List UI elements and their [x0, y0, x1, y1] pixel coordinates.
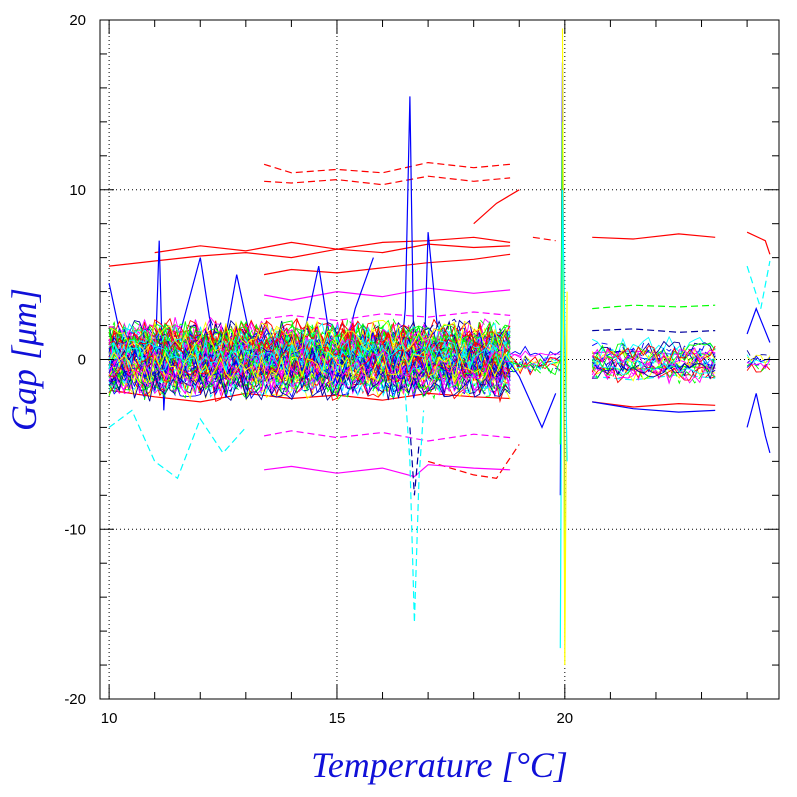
series-line	[263, 430, 511, 442]
series-line	[263, 253, 511, 276]
trace-line	[746, 361, 771, 373]
trace-line	[108, 364, 511, 398]
trace-line	[510, 350, 561, 359]
trace-line	[591, 345, 716, 364]
trace-line	[509, 355, 561, 368]
series-line	[473, 189, 520, 225]
trace-line	[108, 349, 511, 382]
series-line	[746, 260, 771, 309]
series-line	[264, 311, 511, 322]
x-axis-title: Temperature [°C]	[311, 745, 568, 785]
series-line	[592, 233, 716, 240]
x-tick-label: 10	[101, 710, 118, 727]
series-line	[496, 342, 557, 429]
trace-line	[509, 353, 561, 370]
y-tick-label: 0	[78, 352, 86, 369]
trace-line	[108, 319, 511, 353]
trace-line	[108, 338, 511, 372]
series-line	[592, 304, 716, 310]
series-line	[592, 401, 716, 408]
trace-line	[108, 362, 511, 398]
series-line	[409, 427, 420, 496]
series-group	[108, 28, 771, 666]
series-line	[154, 236, 511, 254]
trace-line	[108, 367, 511, 402]
trace-line	[509, 345, 561, 363]
y-tick-label: -10	[64, 521, 86, 538]
x-tick-label: 20	[556, 710, 573, 727]
series-line	[532, 236, 556, 242]
trace-line	[509, 358, 561, 376]
y-tick-label: -20	[64, 691, 86, 708]
trace-line	[591, 353, 716, 373]
trace-line	[591, 342, 716, 363]
series-line	[264, 464, 511, 478]
series-line	[746, 231, 771, 255]
trace-line	[510, 361, 561, 376]
trace-line	[509, 355, 561, 372]
series-line	[108, 409, 247, 480]
trace-line	[108, 343, 511, 379]
series-line	[592, 328, 716, 333]
trace-line	[591, 352, 716, 372]
series-line	[264, 175, 511, 186]
tick-labels: 10 15 20 -20 -10 0 10 20	[64, 12, 573, 727]
series-line	[263, 161, 511, 174]
trace-line	[591, 346, 716, 367]
trace-line	[746, 363, 771, 373]
trace-line	[509, 360, 561, 375]
trace-line	[108, 346, 511, 381]
series-line	[559, 189, 568, 649]
series-line	[427, 444, 520, 479]
series-line	[592, 374, 716, 381]
series-line	[109, 389, 511, 403]
trace-line	[108, 347, 511, 380]
trace-line	[746, 350, 770, 360]
trace-line	[591, 359, 716, 379]
y-tick-label: 20	[69, 12, 86, 29]
series-line	[404, 393, 425, 623]
trace-line	[591, 359, 716, 376]
series-line	[263, 287, 511, 301]
trace-line	[591, 348, 716, 368]
trace-line	[108, 328, 511, 363]
series-line	[746, 393, 771, 454]
trace-line	[592, 359, 716, 380]
series-line	[109, 243, 511, 267]
y-axis-title: Gap [μm]	[4, 288, 44, 431]
y-tick-label: 10	[69, 182, 86, 199]
trace-line	[108, 338, 511, 372]
x-tick-label: 15	[329, 710, 346, 727]
trace-line	[591, 345, 716, 364]
trace-line	[108, 358, 511, 394]
series-line	[592, 401, 716, 413]
series-line	[746, 306, 771, 343]
trace-line	[108, 350, 511, 385]
trace-line	[591, 356, 716, 375]
dense-trace-cloud	[108, 316, 771, 404]
trace-line	[509, 355, 561, 370]
trace-line	[592, 360, 716, 378]
trace-line	[591, 365, 716, 385]
axis-ticks	[100, 19, 779, 700]
trace-line	[746, 354, 771, 365]
